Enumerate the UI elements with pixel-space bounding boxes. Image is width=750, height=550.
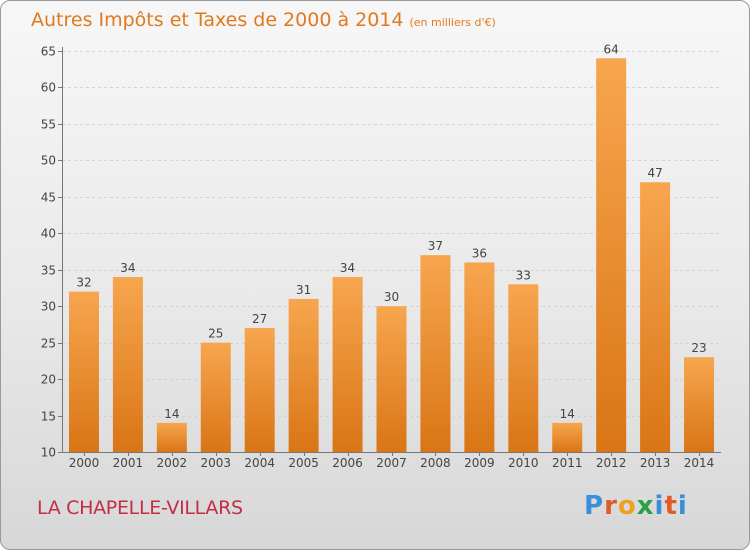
- logo-letter: t: [664, 491, 678, 521]
- y-tick-label: 60: [41, 81, 56, 95]
- x-tick-label: 2000: [69, 456, 100, 470]
- bar-value-label: 37: [428, 239, 443, 253]
- logo-letter: i: [677, 491, 688, 521]
- chart-title-text: Autres Impôts et Taxes de 2000 à 2014: [31, 9, 404, 31]
- x-tick-label: 2002: [157, 456, 188, 470]
- proxiti-logo: Proxiti: [584, 491, 688, 521]
- x-tick-label: 2010: [508, 456, 539, 470]
- bar-value-label: 34: [340, 261, 355, 275]
- x-tick-label: 2009: [464, 456, 495, 470]
- logo-letter: r: [604, 491, 618, 521]
- commune-name: LA CHAPELLE-VILLARS: [37, 497, 243, 519]
- y-tick-label: 40: [41, 227, 56, 241]
- bar-value-label: 30: [384, 290, 399, 304]
- x-tick-label: 2007: [376, 456, 407, 470]
- x-tick-label: 2006: [332, 456, 363, 470]
- x-tick-label: 2001: [113, 456, 144, 470]
- bar: [596, 58, 627, 453]
- y-tick-label: 55: [41, 118, 56, 132]
- y-tick-label: 50: [41, 154, 56, 168]
- chart-subtitle: (en milliers d'€): [409, 16, 496, 29]
- x-tick-label: 2004: [244, 456, 275, 470]
- bar: [68, 291, 99, 452]
- x-tick-label: 2005: [288, 456, 319, 470]
- bar-value-label: 36: [472, 246, 487, 260]
- bar: [640, 182, 671, 452]
- y-tick-label: 30: [41, 300, 56, 314]
- bar-value-label: 14: [560, 407, 575, 421]
- logo-letter: i: [654, 491, 665, 521]
- bar-value-label: 25: [208, 327, 223, 341]
- bar: [508, 284, 539, 452]
- bar: [288, 298, 319, 452]
- bar-value-label: 34: [120, 261, 135, 275]
- chart-title: Autres Impôts et Taxes de 2000 à 2014 (en…: [31, 9, 496, 31]
- bar-value-label: 14: [164, 407, 179, 421]
- bar: [112, 277, 143, 452]
- bars: 32 34 14 25 27 31 34 30 37 36 33 14 64 47 23: [68, 42, 715, 453]
- x-tick-label: 2011: [552, 456, 583, 470]
- x-tick-label: 2003: [200, 456, 231, 470]
- bar-value-label: 27: [252, 312, 267, 326]
- bar-value-label: 23: [691, 341, 706, 355]
- x-tick-label: 2012: [596, 456, 627, 470]
- x-tick-label: 2008: [420, 456, 451, 470]
- bar-value-label: 47: [647, 166, 662, 180]
- bar-value-label: 31: [296, 283, 311, 297]
- bar: [332, 277, 363, 452]
- bar: [244, 328, 275, 452]
- y-tick-label: 65: [41, 45, 56, 59]
- bar: [376, 306, 407, 452]
- bar: [420, 255, 451, 452]
- bar: [552, 422, 583, 452]
- x-tick-label: 2014: [684, 456, 715, 470]
- bar-value-label: 64: [604, 42, 619, 56]
- bar: [464, 262, 495, 452]
- y-tick-label: 10: [41, 446, 56, 460]
- y-tick-label: 20: [41, 373, 56, 387]
- x-tick-label: 2013: [640, 456, 671, 470]
- logo-letter: P: [584, 491, 605, 521]
- axes: 10 15 20 25 30 35 40 45 50 55 60 65 2000 2001 2002 2003…: [41, 45, 721, 470]
- bar: [156, 422, 187, 452]
- y-tick-label: 25: [41, 337, 56, 351]
- logo-letter: x: [636, 491, 655, 521]
- y-tick-label: 35: [41, 264, 56, 278]
- bar: [684, 357, 715, 452]
- bar-value-label: 33: [516, 268, 531, 282]
- y-tick-label: 15: [41, 410, 56, 424]
- bar: [200, 342, 231, 452]
- logo-letter: o: [617, 491, 637, 521]
- y-tick-label: 45: [41, 191, 56, 205]
- bar-value-label: 32: [76, 276, 91, 290]
